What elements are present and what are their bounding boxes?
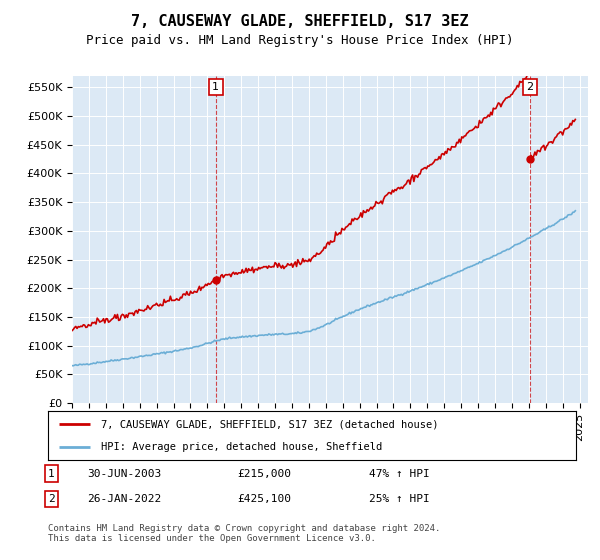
Text: 25% ↑ HPI: 25% ↑ HPI bbox=[369, 494, 430, 504]
Text: 7, CAUSEWAY GLADE, SHEFFIELD, S17 3EZ (detached house): 7, CAUSEWAY GLADE, SHEFFIELD, S17 3EZ (d… bbox=[101, 419, 438, 430]
Text: HPI: Average price, detached house, Sheffield: HPI: Average price, detached house, Shef… bbox=[101, 442, 382, 452]
Text: 1: 1 bbox=[48, 469, 55, 479]
Text: Price paid vs. HM Land Registry's House Price Index (HPI): Price paid vs. HM Land Registry's House … bbox=[86, 34, 514, 46]
Text: Contains HM Land Registry data © Crown copyright and database right 2024.
This d: Contains HM Land Registry data © Crown c… bbox=[48, 524, 440, 543]
Text: 26-JAN-2022: 26-JAN-2022 bbox=[87, 494, 161, 504]
Text: £425,100: £425,100 bbox=[237, 494, 291, 504]
Text: 30-JUN-2003: 30-JUN-2003 bbox=[87, 469, 161, 479]
Text: 7, CAUSEWAY GLADE, SHEFFIELD, S17 3EZ: 7, CAUSEWAY GLADE, SHEFFIELD, S17 3EZ bbox=[131, 14, 469, 29]
Text: 47% ↑ HPI: 47% ↑ HPI bbox=[369, 469, 430, 479]
Text: £215,000: £215,000 bbox=[237, 469, 291, 479]
Text: 2: 2 bbox=[526, 82, 533, 92]
Text: 1: 1 bbox=[212, 82, 220, 92]
Text: 2: 2 bbox=[48, 494, 55, 504]
